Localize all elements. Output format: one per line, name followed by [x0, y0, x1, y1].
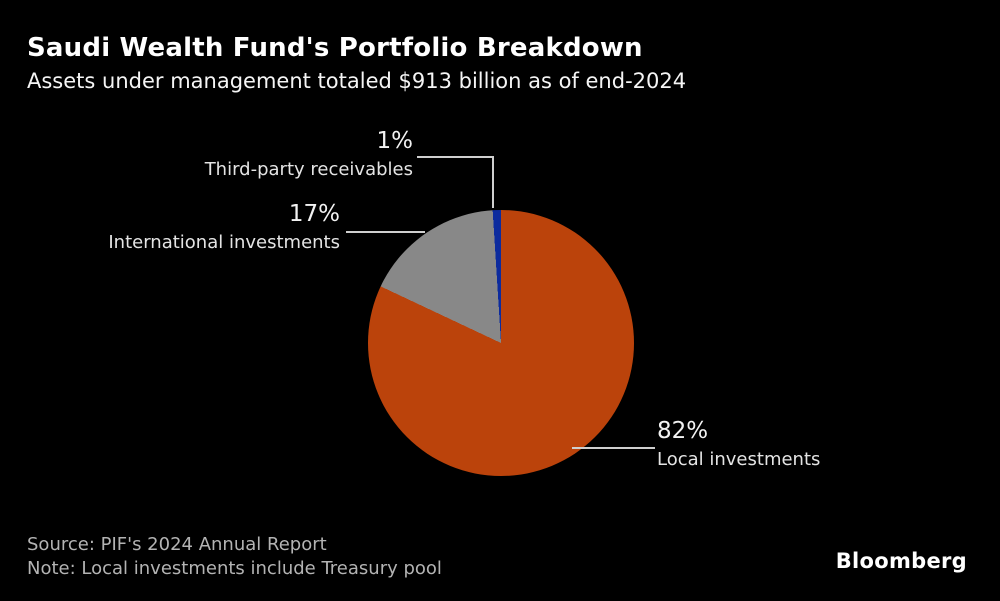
- percent-label-third-party: 1%: [376, 128, 414, 154]
- category-label-third-party: Third-party receivables: [204, 159, 413, 181]
- leader-line-local: [572, 447, 655, 449]
- percent-label-international: 17%: [288, 201, 340, 227]
- source-text: Source: PIF's 2024 Annual Report: [27, 534, 327, 555]
- chart-subtitle: Assets under management totaled $913 bil…: [27, 69, 687, 93]
- chart-title: Saudi Wealth Fund's Portfolio Breakdown: [27, 33, 643, 63]
- callout-third-party-receivables: 1% Third-party receivables: [204, 128, 414, 181]
- category-label-local: Local investments: [657, 449, 821, 471]
- pie-chart: [368, 210, 634, 476]
- percent-label-local: 82%: [657, 418, 709, 444]
- callout-international-investments: 17% International investments: [108, 201, 340, 254]
- bloomberg-logo: Bloomberg: [835, 549, 967, 573]
- callout-local-investments: 82% Local investments: [657, 418, 821, 471]
- category-label-international: International investments: [108, 232, 340, 254]
- leader-line-international: [346, 231, 425, 233]
- leader-line-third-party-vertical: [492, 156, 494, 208]
- footer-text-block: Source: PIF's 2024 Annual Report Note: L…: [27, 533, 442, 582]
- leader-line-third-party-horizontal: [417, 156, 494, 158]
- note-text: Note: Local investments include Treasury…: [27, 558, 442, 580]
